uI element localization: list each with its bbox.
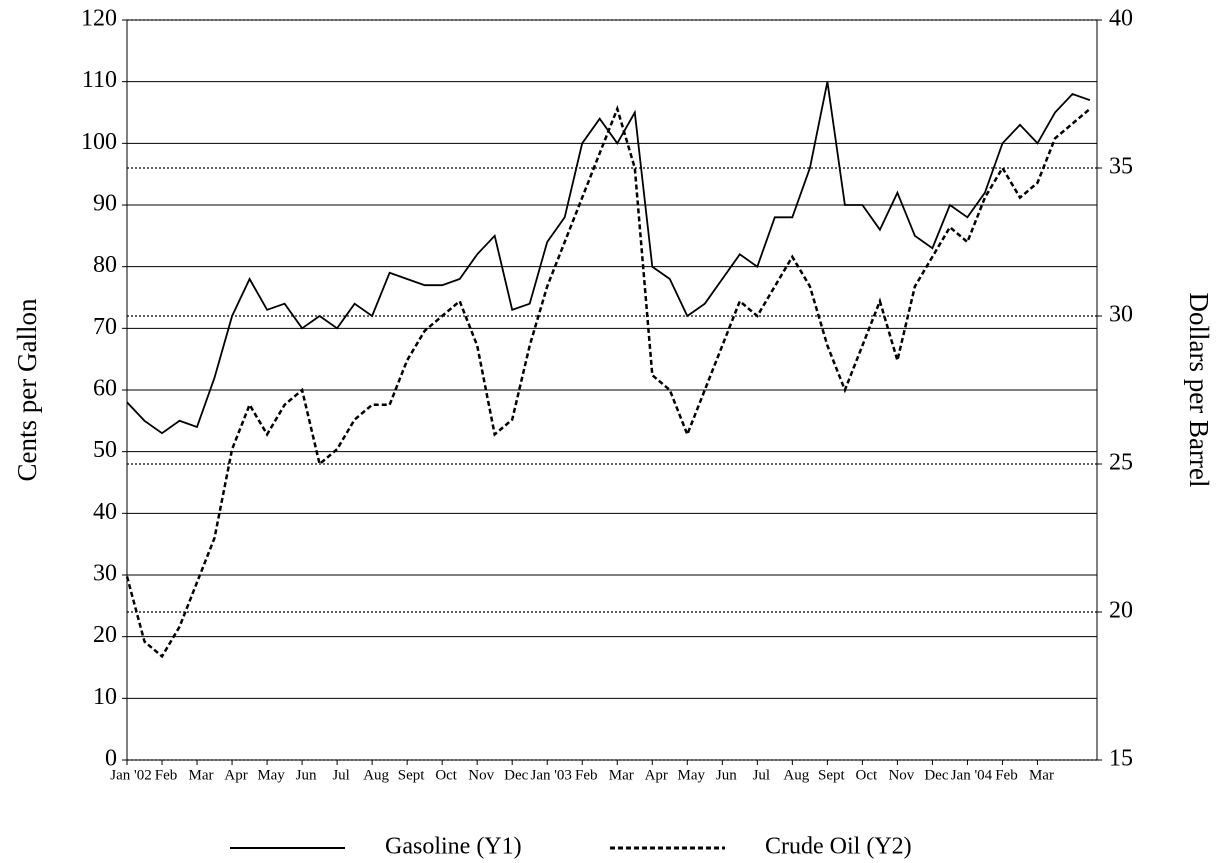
legend-label: Gasoline (Y1): [385, 834, 522, 860]
x-tick-label: Jun: [716, 767, 737, 783]
legend-label: Crude Oil (Y2): [765, 834, 912, 860]
x-tick-label: Dec: [924, 767, 948, 783]
y-axis-title: Cents per Gallon: [12, 298, 42, 481]
y-tick-label: 90: [93, 191, 117, 217]
x-tick-label: Feb: [155, 767, 178, 783]
y2-tick-label: 35: [1109, 154, 1133, 180]
x-tick-label: Mar: [1029, 767, 1054, 783]
x-tick-label: Oct: [435, 767, 457, 783]
series-line: [125, 104, 1091, 659]
x-tick-label: Jul: [753, 767, 771, 783]
y2-tick-label: 15: [1109, 746, 1133, 772]
x-tick-label: Jan '02: [110, 767, 151, 783]
y2-tick-label: 40: [1109, 6, 1133, 32]
x-tick-label: Sept: [398, 767, 426, 783]
x-tick-label: Jul: [332, 767, 350, 783]
y-tick-label: 30: [93, 561, 117, 587]
y-tick-label: 80: [93, 252, 117, 278]
x-tick-label: Apr: [645, 767, 668, 783]
series-line: [126, 81, 1091, 435]
x-tick-label: Jan '03: [530, 767, 571, 783]
y-tick-label: 40: [93, 499, 117, 525]
x-tick-label: Nov: [468, 767, 494, 783]
x-tick-label: Feb: [995, 767, 1018, 783]
x-tick-label: Sept: [818, 767, 846, 783]
y2-axis-title: Dollars per Barrel: [1184, 293, 1214, 488]
x-tick-label: Dec: [504, 767, 528, 783]
x-tick-label: Aug: [363, 767, 389, 783]
y2-tick-label: 25: [1109, 450, 1133, 476]
y2-tick-label: 20: [1109, 598, 1133, 624]
x-tick-label: Mar: [609, 767, 634, 783]
x-tick-label: Nov: [888, 767, 914, 783]
y-tick-label: 110: [82, 67, 117, 93]
y-tick-label: 10: [93, 684, 117, 710]
x-tick-label: Mar: [189, 767, 214, 783]
y-tick-label: 70: [93, 314, 117, 340]
x-tick-label: Jun: [296, 767, 317, 783]
y-tick-label: 100: [81, 129, 117, 155]
y-tick-label: 120: [81, 6, 117, 32]
x-tick-label: Feb: [575, 767, 598, 783]
x-tick-label: Aug: [783, 767, 809, 783]
x-tick-label: May: [678, 767, 706, 783]
x-tick-label: Jan '04: [951, 767, 993, 783]
x-tick-label: Apr: [224, 767, 247, 783]
y-tick-label: 60: [93, 376, 117, 402]
x-tick-label: May: [257, 767, 285, 783]
y-tick-label: 20: [93, 622, 117, 648]
y-tick-label: 0: [105, 746, 117, 772]
y-tick-label: 50: [93, 437, 117, 463]
y2-tick-label: 30: [1109, 302, 1133, 328]
x-tick-label: Oct: [856, 767, 878, 783]
